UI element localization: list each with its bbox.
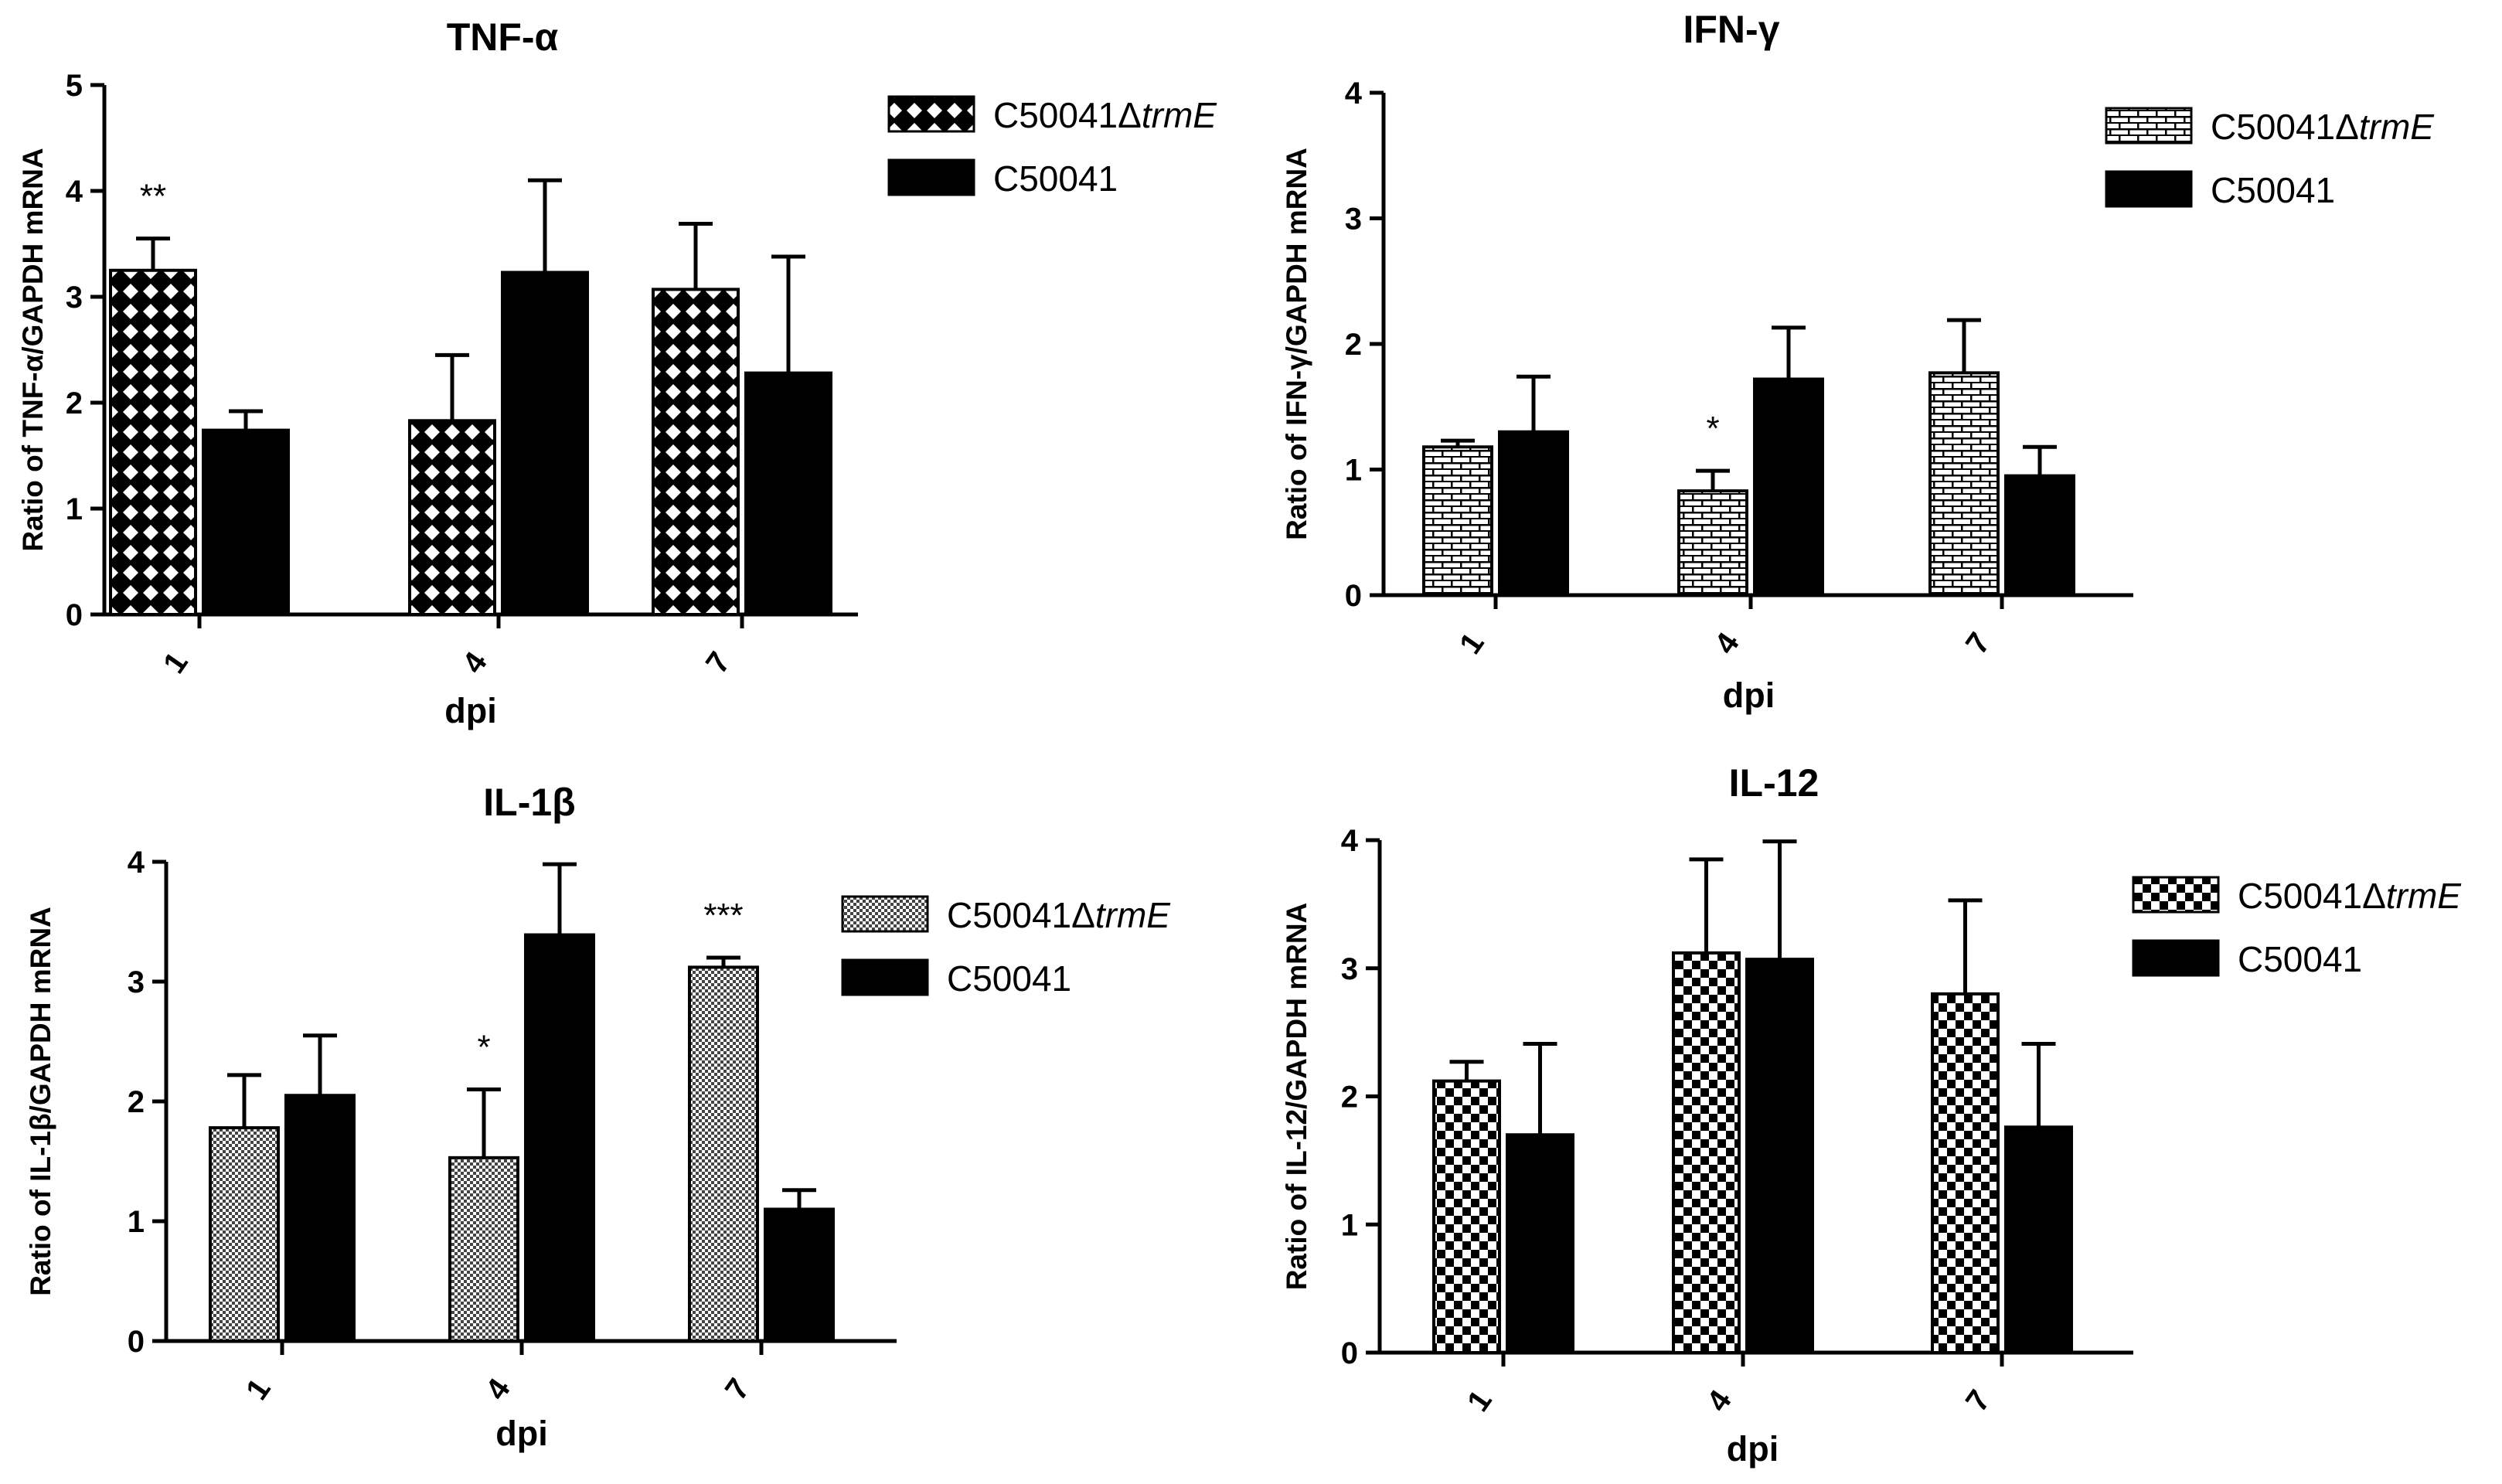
y-tick-label: 0 — [128, 1325, 145, 1359]
legend-swatch-wildtype — [887, 158, 975, 196]
chart-panel-4: IL-12 0 1 2 3 4 1 4 7 Ratio of IL-12/GAPDH mRNA dp… — [1281, 761, 2462, 1469]
x-tick-label: 1 — [1461, 1384, 1499, 1418]
bar-mutant — [1931, 992, 2000, 1355]
bar-wildtype — [764, 1207, 835, 1343]
bar-wildtype — [524, 933, 595, 1343]
x-tick-label: 4 — [479, 1372, 517, 1406]
y-tick-label: 0 — [1341, 1336, 1358, 1370]
bar-mutant — [652, 288, 740, 616]
x-axis-label: dpi — [1723, 676, 1775, 715]
legend-label: C50041ΔtrmE — [2238, 876, 2462, 916]
x-tick-label: 4 — [1700, 1384, 1738, 1418]
bar-mutant — [109, 268, 197, 616]
bar-wildtype — [1498, 430, 1569, 597]
y-tick-label: 1 — [1341, 1208, 1358, 1242]
legend-label: C50041ΔtrmE — [2211, 107, 2435, 147]
x-tick-label: 7 — [1959, 1384, 1997, 1418]
x-tick-label: 4 — [1708, 626, 1746, 660]
legend-swatch-wildtype — [2132, 939, 2220, 977]
legend-swatch-mutant — [887, 95, 975, 133]
y-tick-label: 1 — [128, 1205, 145, 1239]
y-tick-label: 4 — [66, 175, 83, 209]
legend-swatch-mutant — [2132, 876, 2220, 914]
bar-mutant — [688, 965, 759, 1343]
y-axis-label: Ratio of TNF-α/GAPDH mRNA — [17, 148, 49, 551]
bar-wildtype — [1745, 958, 1814, 1354]
y-tick-label: 1 — [66, 492, 83, 526]
y-tick-label: 2 — [1341, 1081, 1358, 1115]
x-tick-label: 7 — [1959, 627, 1997, 660]
legend-swatch-mutant — [841, 895, 929, 933]
bar-wildtype — [1506, 1133, 1574, 1354]
x-tick-label: 7 — [719, 1373, 757, 1406]
legend-label: C50041 — [2211, 170, 2335, 210]
y-tick-label: 4 — [1345, 77, 1363, 111]
legend-label: C50041 — [993, 158, 1118, 199]
bar-wildtype — [2004, 474, 2075, 597]
y-tick-label: 4 — [1341, 824, 1359, 858]
y-tick-label: 3 — [1345, 203, 1362, 237]
legend-label: C50041ΔtrmE — [993, 95, 1217, 135]
chart-title: IFN-γ — [1683, 8, 1780, 51]
x-tick-label: 1 — [157, 646, 195, 679]
bar-mutant — [1432, 1079, 1501, 1354]
y-tick-label: 2 — [1345, 328, 1362, 362]
bar-mutant — [1672, 951, 1741, 1354]
bar-mutant — [209, 1126, 280, 1343]
chart-panel-2: IFN-γ 0 1 2 3 4 1 4 7 * Ratio of IFN-γ/GAPDH mRNA d… — [1281, 8, 2435, 715]
y-tick-label: 2 — [66, 386, 83, 420]
y-axis-label: Ratio of IFN-γ/GAPDH mRNA — [1281, 148, 1312, 540]
bar-wildtype — [284, 1094, 356, 1343]
legend-swatch-wildtype — [841, 958, 929, 996]
y-tick-label: 0 — [1345, 579, 1362, 613]
chart-panel-1: TNF-α 0 1 2 3 4 5 1 4 7 ** Ratio of TNF-α/GAPDH mRN… — [17, 15, 1217, 730]
significance-marker: * — [1706, 410, 1719, 448]
bar-mutant — [408, 419, 496, 616]
y-tick-label: 3 — [66, 281, 83, 315]
bar-mutant — [448, 1156, 519, 1343]
x-tick-label: 1 — [1453, 627, 1491, 660]
bar-wildtype — [202, 428, 290, 616]
legend-swatch-wildtype — [2105, 170, 2193, 208]
x-tick-label: 4 — [456, 645, 494, 679]
significance-marker: ** — [140, 178, 166, 216]
bar-wildtype — [1753, 377, 1824, 597]
y-tick-label: 3 — [1341, 952, 1358, 986]
y-tick-label: 1 — [1345, 454, 1362, 488]
x-tick-label: 7 — [700, 646, 737, 679]
bar-mutant — [1928, 371, 2000, 597]
bar-wildtype — [2004, 1125, 2073, 1355]
y-axis-label: Ratio of IL-1β/GAPDH mRNA — [25, 907, 56, 1296]
y-tick-label: 3 — [128, 965, 145, 999]
y-tick-label: 4 — [128, 846, 145, 880]
bar-wildtype — [501, 271, 589, 616]
bar-mutant — [1677, 489, 1748, 597]
chart-title: IL-1β — [483, 781, 575, 824]
y-tick-label: 2 — [128, 1085, 145, 1119]
x-tick-label: 1 — [240, 1373, 277, 1406]
legend-label: C50041 — [2238, 939, 2362, 979]
x-axis-label: dpi — [1727, 1429, 1779, 1469]
y-tick-label: 5 — [66, 69, 83, 103]
legend-label: C50041ΔtrmE — [947, 895, 1171, 935]
y-tick-label: 0 — [66, 598, 83, 632]
chart-title: IL-12 — [1729, 761, 1819, 805]
bar-wildtype — [744, 371, 832, 616]
significance-marker: * — [477, 1029, 490, 1067]
bar-mutant — [1422, 445, 1493, 597]
significance-marker: *** — [703, 897, 743, 934]
y-axis-label: Ratio of IL-12/GAPDH mRNA — [1281, 903, 1312, 1291]
x-axis-label: dpi — [444, 691, 496, 730]
x-axis-label: dpi — [495, 1414, 547, 1453]
legend-swatch-mutant — [2105, 107, 2193, 145]
chart-title: TNF-α — [447, 15, 559, 59]
legend-label: C50041 — [947, 958, 1071, 999]
